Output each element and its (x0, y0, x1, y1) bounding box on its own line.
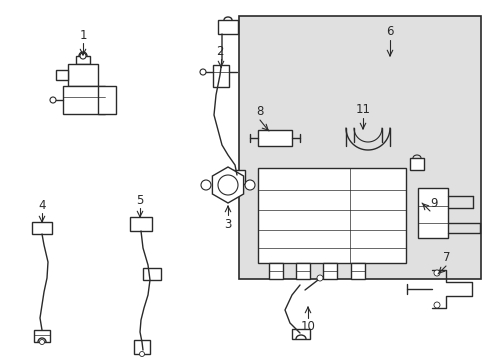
Circle shape (201, 180, 210, 190)
Circle shape (433, 302, 439, 308)
Circle shape (80, 53, 86, 59)
Text: 1: 1 (79, 29, 86, 42)
Text: 9: 9 (429, 197, 437, 210)
Text: 7: 7 (442, 251, 449, 264)
Bar (409, 158, 423, 170)
Bar (258, 130, 291, 146)
Text: 4: 4 (38, 199, 46, 212)
Bar (63, 86, 105, 114)
Bar (56, 70, 68, 80)
Bar (98, 86, 116, 114)
Bar (417, 188, 447, 238)
Circle shape (40, 339, 44, 345)
Text: 2: 2 (216, 45, 224, 58)
Bar (134, 340, 150, 354)
Bar (238, 16, 480, 279)
Bar (268, 263, 283, 279)
Circle shape (316, 275, 323, 281)
Polygon shape (212, 167, 243, 203)
Circle shape (244, 180, 254, 190)
Bar (68, 64, 98, 86)
Text: 3: 3 (224, 218, 231, 231)
Bar (130, 217, 152, 231)
Bar (34, 330, 50, 342)
Text: 5: 5 (136, 194, 143, 207)
Bar (76, 56, 90, 64)
Bar (213, 65, 228, 87)
Circle shape (218, 175, 238, 195)
Circle shape (433, 270, 439, 276)
Circle shape (200, 69, 205, 75)
Bar (295, 263, 309, 279)
Text: 8: 8 (256, 105, 263, 118)
Bar (32, 222, 52, 234)
Circle shape (50, 97, 56, 103)
Circle shape (139, 351, 144, 356)
Text: 10: 10 (300, 320, 315, 333)
Bar (218, 20, 238, 34)
Bar (224, 170, 244, 184)
Bar (323, 263, 336, 279)
Bar (142, 268, 161, 280)
Text: 11: 11 (355, 103, 370, 116)
Bar (258, 168, 405, 263)
Bar (291, 329, 309, 339)
Bar (350, 263, 364, 279)
Text: 6: 6 (386, 25, 393, 38)
